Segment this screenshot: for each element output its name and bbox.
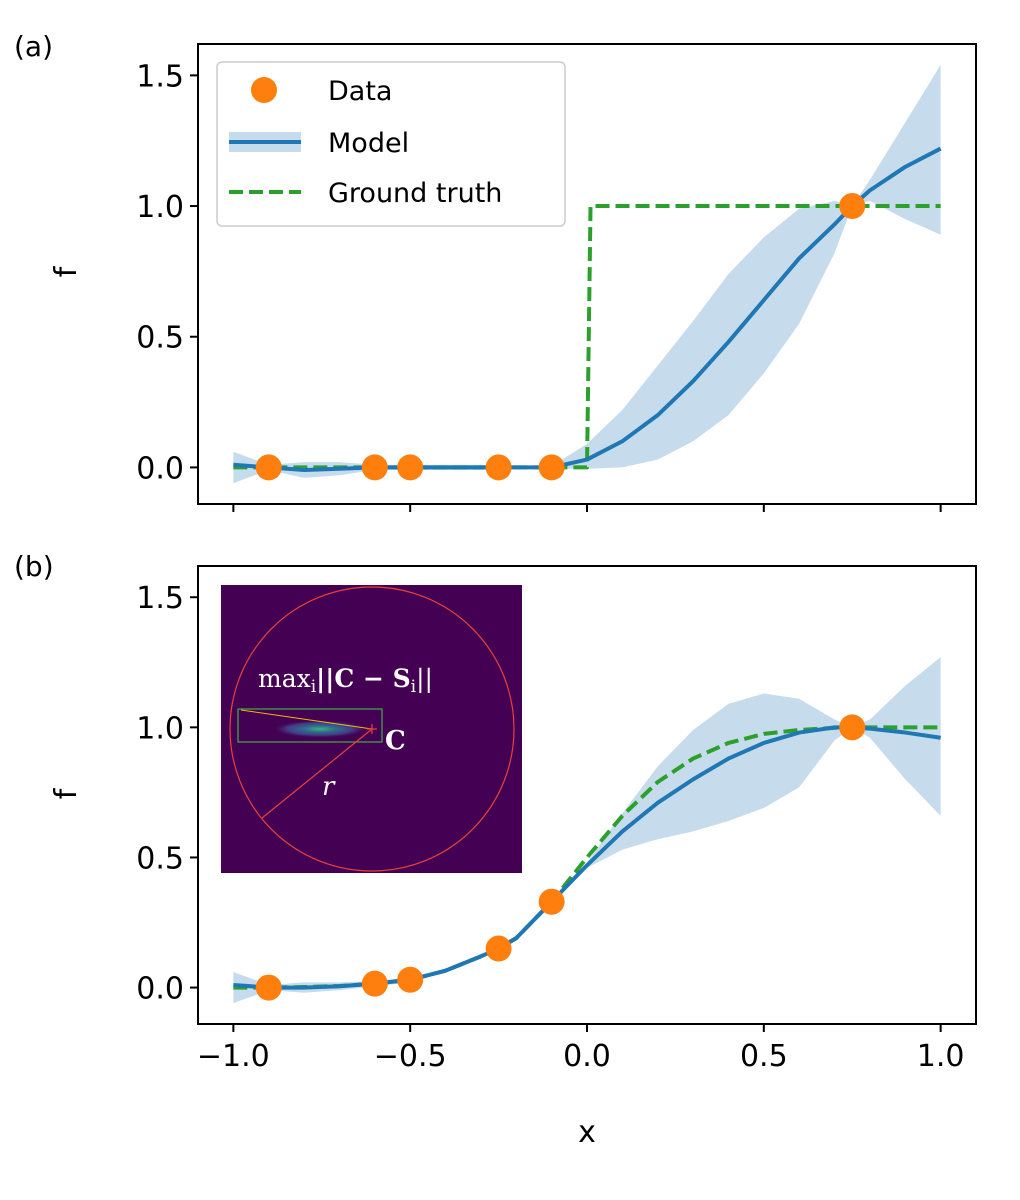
- legend-model-label: Model: [328, 128, 409, 159]
- panel-a-ground-truth-line: [233, 204, 941, 470]
- legend-frame: [216, 61, 566, 227]
- panel-a: (a) f 0.0 0.5 1.0 1.5 Data Model Ground tru…: [14, 30, 977, 512]
- panel-b-y-axis-label: f: [49, 787, 84, 799]
- y-tick-label: 0.0: [136, 451, 184, 486]
- legend-ground-truth-label: Ground truth: [328, 178, 502, 209]
- inset-radius-label: r: [322, 772, 336, 802]
- panel-a-y-axis-label: f: [49, 265, 84, 277]
- panel-b-axes: 0.0 0.5 1.0 1.5 −1.0 −0.5 0.0 0.5 1.0: [136, 565, 977, 1074]
- data-point: [255, 454, 282, 481]
- x-tick-label: 0.5: [740, 1039, 788, 1074]
- inset-bounding-circle: [229, 586, 515, 872]
- panel-b-label: (b): [14, 550, 54, 583]
- data-point: [839, 193, 866, 220]
- y-tick-label: 1.5: [136, 581, 184, 616]
- data-point: [397, 966, 424, 993]
- x-tick-label: −0.5: [374, 1039, 447, 1074]
- x-tick-label: −1.0: [197, 1039, 270, 1074]
- inset-max-distance-line: [240, 709, 373, 730]
- panel-b: (b) f x 0.0 0.5 1.0 1.5 −1.0 −0.5 0.0 0.5 1.0 ma…: [14, 550, 977, 1150]
- inset-image: maxi||C − Si|| C r: [221, 585, 522, 873]
- panel-a-model-band: [233, 64, 941, 484]
- inset-radius-line: [261, 728, 373, 819]
- inset-density-blob: [272, 720, 368, 738]
- x-tick-label: 0.0: [563, 1039, 611, 1074]
- data-point: [361, 454, 388, 481]
- inset-annotation: maxi||C − Si||: [258, 664, 433, 697]
- y-tick-label: 1.0: [136, 711, 184, 746]
- inset-bounding-box: [237, 708, 383, 743]
- x-tick-label: 1.0: [917, 1039, 965, 1074]
- data-point: [538, 888, 565, 915]
- data-point: [485, 935, 512, 962]
- legend: Data Model Ground truth: [216, 61, 566, 227]
- y-tick-label: 1.0: [136, 190, 184, 225]
- legend-data-marker: [251, 77, 277, 103]
- y-tick-label: 0.5: [136, 841, 184, 876]
- panel-a-data-points: [255, 193, 866, 481]
- legend-data-label: Data: [328, 76, 392, 107]
- data-point: [485, 454, 512, 481]
- data-point: [255, 974, 282, 1001]
- data-point: [839, 714, 866, 741]
- ground-truth-series: [233, 204, 941, 470]
- y-tick-label: 1.5: [136, 59, 184, 94]
- inset-point-label: C: [385, 726, 406, 756]
- x-axis-label: x: [578, 1115, 596, 1150]
- panel-b-data-points: [255, 714, 866, 1001]
- model-confidence-band: [233, 64, 941, 484]
- data-point: [538, 454, 565, 481]
- data-point: [361, 970, 388, 997]
- y-tick-label: 0.0: [136, 972, 184, 1007]
- y-tick-label: 0.5: [136, 321, 184, 356]
- panel-a-label: (a): [14, 30, 53, 63]
- panel-a-axes: 0.0 0.5 1.0 1.5: [136, 43, 977, 512]
- data-point: [397, 454, 424, 481]
